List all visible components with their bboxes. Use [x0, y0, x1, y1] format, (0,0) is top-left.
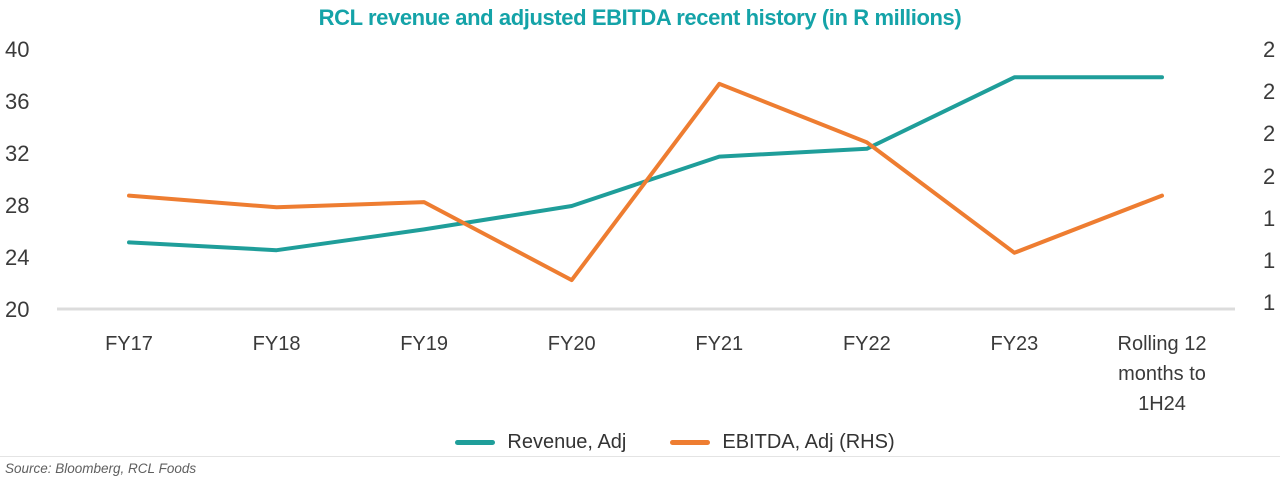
right-axis-tick-label: 2 [1263, 37, 1276, 62]
left-axis-tick-label: 40 [5, 37, 30, 62]
x-axis-category-label: Rolling 12 months to 1H24 [1117, 333, 1207, 415]
right-axis-tick-label: 1 [1263, 205, 1276, 231]
x-axis-category-label: FY23 [990, 333, 1039, 355]
legend-label-ebitda: EBITDA, Adj (RHS) [722, 431, 895, 453]
right-axis-tick-label: 1 [1263, 290, 1276, 316]
footer-divider [0, 456, 1280, 457]
ebitda-line [127, 81, 1164, 283]
right-axis-tick-label: 2 [1263, 79, 1276, 105]
x-axis-category-label: FY21 [695, 333, 744, 355]
source-note: Source: Bloomberg, RCL Foods [5, 461, 197, 476]
legend-label-revenue: Revenue, Adj [507, 431, 627, 453]
left-axis-tick-label: 36 [5, 89, 30, 114]
left-axis-tick-label: 20 [5, 297, 30, 322]
ebitda-line-swatch-icon [670, 440, 711, 445]
left-axis-tick-label: 24 [5, 245, 30, 270]
x-axis-category-label: FY18 [252, 333, 301, 355]
right-axis-tick-label: 1 [1263, 247, 1276, 273]
right-axis-tick-label: 2 [1263, 163, 1276, 189]
legend-item-ebitda: EBITDA, Adj (RHS) [670, 431, 895, 454]
x-axis-category-label: FY19 [400, 333, 449, 355]
legend: Revenue, Adj EBITDA, Adj (RHS) [35, 431, 1280, 454]
x-axis-category-label: FY17 [105, 333, 153, 355]
left-axis-tick-label: 32 [5, 141, 30, 166]
revenue-line-swatch-icon [455, 440, 496, 445]
revenue-line [127, 75, 1164, 253]
x-axis-category-label: FY20 [547, 333, 596, 355]
left-axis-tick-label: 28 [5, 193, 30, 218]
legend-item-revenue: Revenue, Adj [455, 431, 626, 454]
right-axis-tick-label: 2 [1263, 121, 1276, 147]
x-axis-category-label: FY22 [842, 333, 891, 355]
chart-title: RCL revenue and adjusted EBITDA recent h… [318, 5, 962, 30]
